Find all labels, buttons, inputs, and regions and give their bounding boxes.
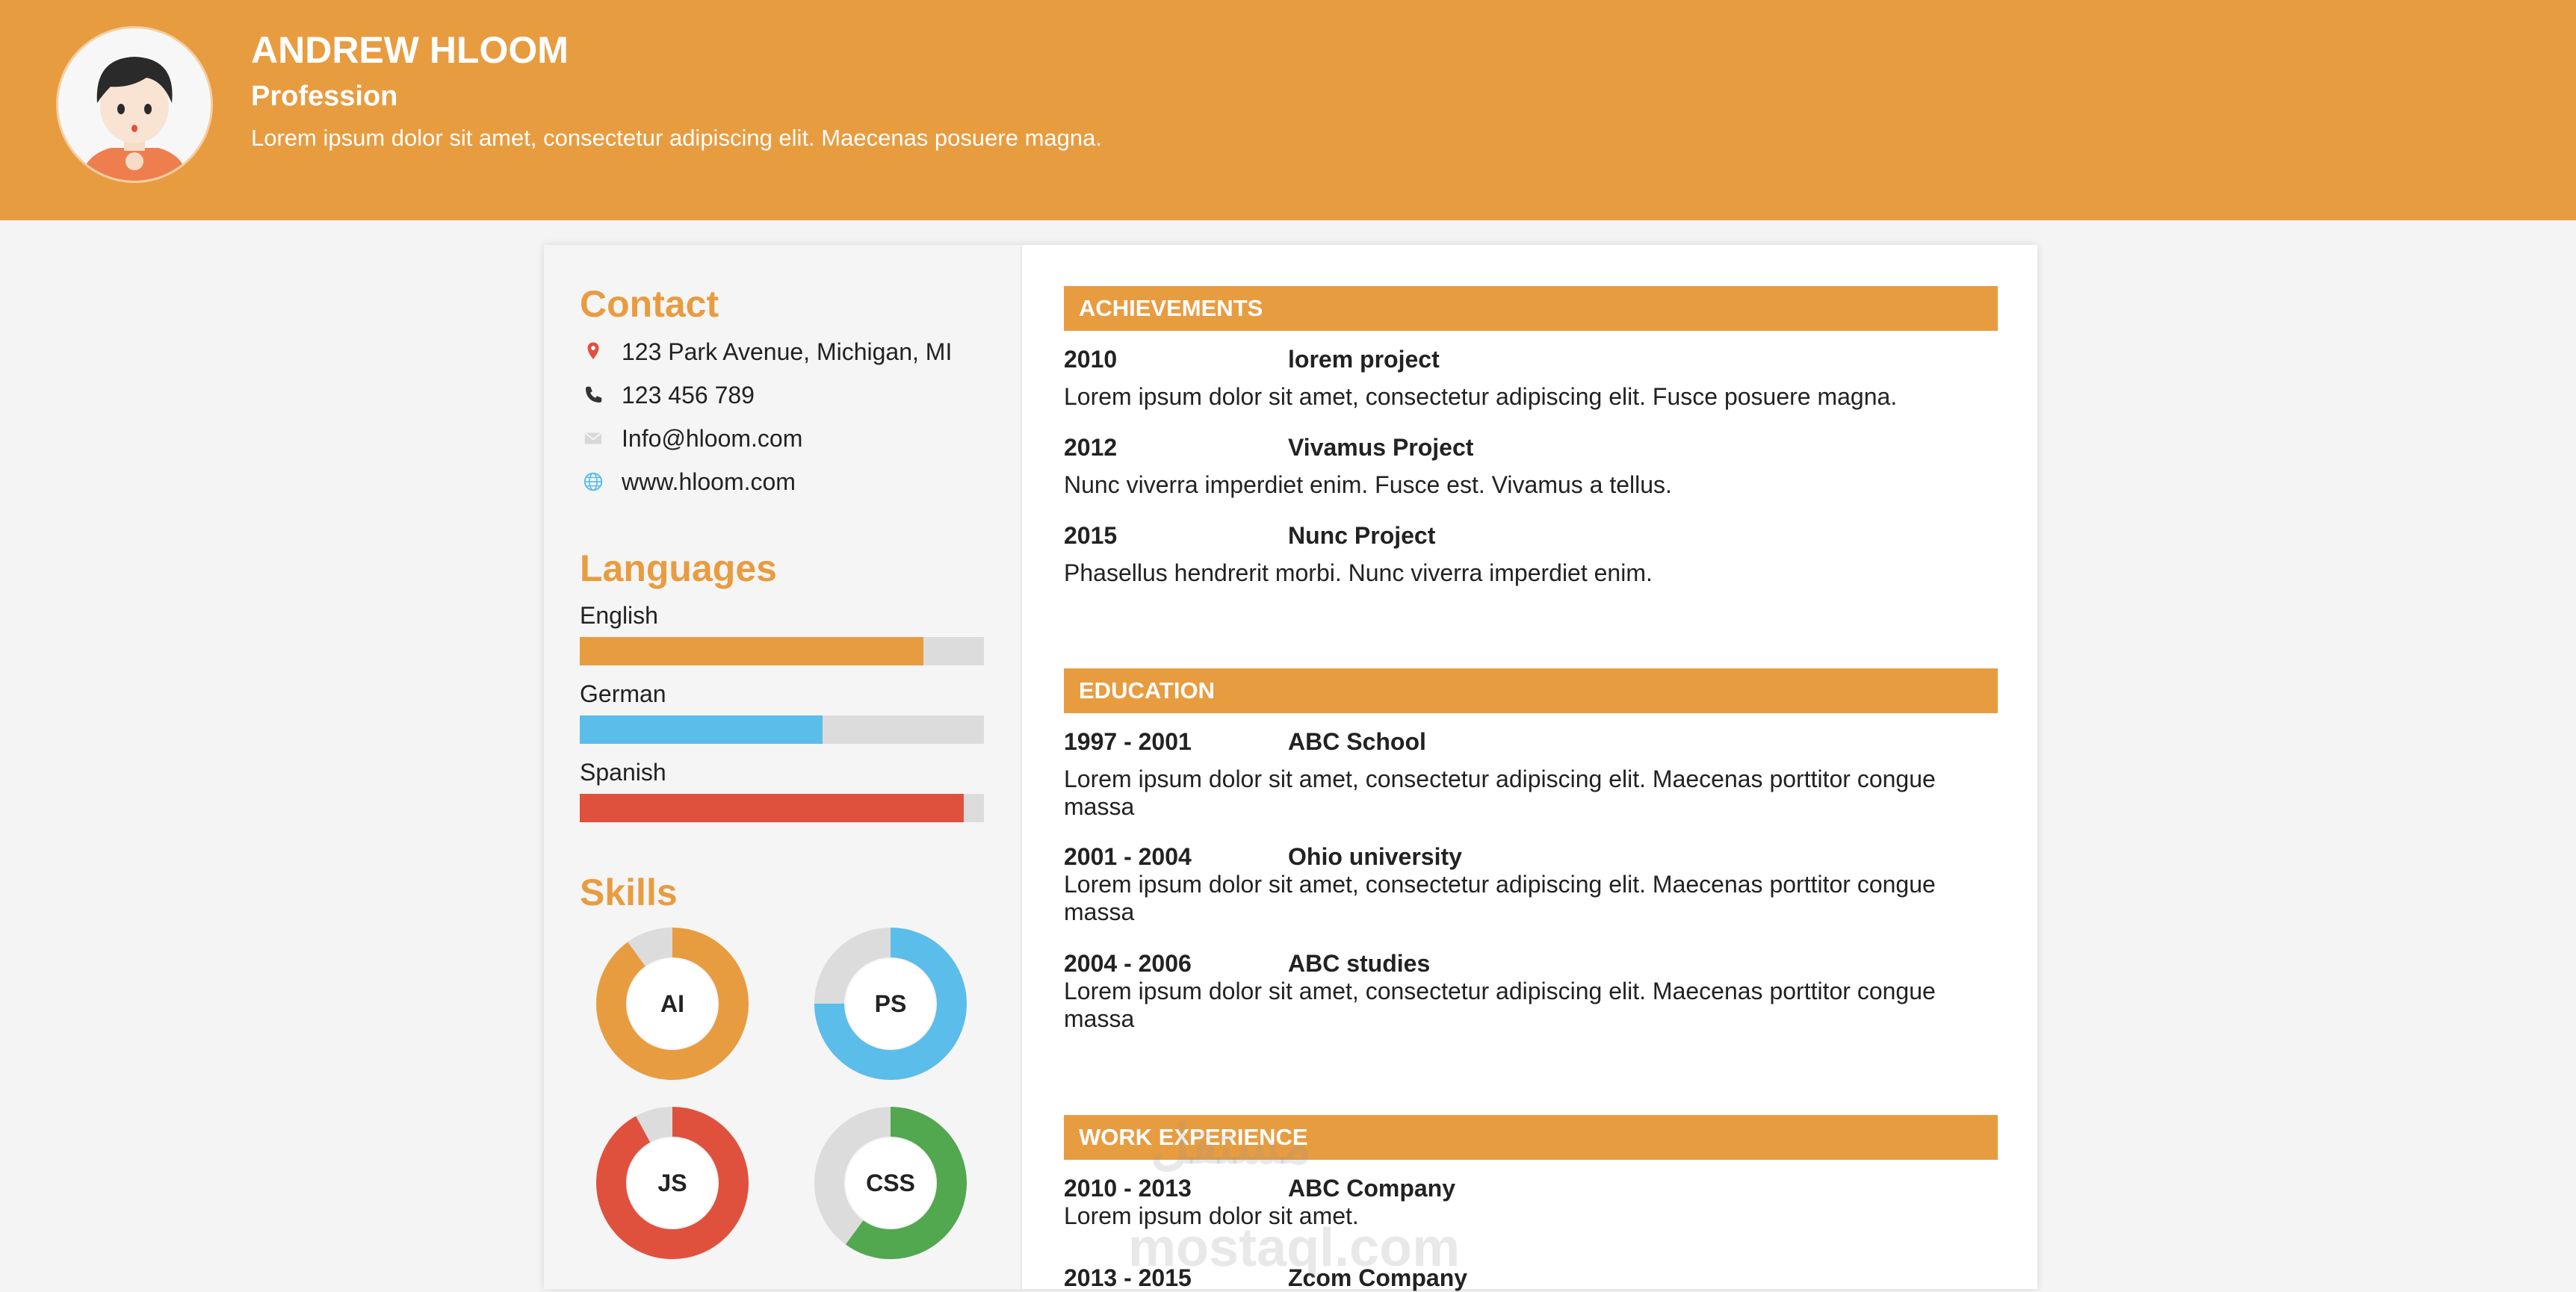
languages-heading: Languages bbox=[580, 547, 777, 589]
entry-year: 2010 - 2013 bbox=[1064, 1175, 1192, 1202]
entry-year: 2010 bbox=[1064, 346, 1118, 373]
contact-email-text[interactable]: Info@hloom.com bbox=[622, 424, 803, 452]
contact-heading: Contact bbox=[580, 283, 719, 325]
entry-title: Nunc Project bbox=[1288, 522, 1436, 549]
skill-label-js: JS bbox=[657, 1169, 687, 1196]
language-bar-fill bbox=[580, 715, 823, 744]
resume-card: Contact 123 Park Avenue, Michigan, MI 12… bbox=[544, 245, 2037, 1291]
entry-year: 2013 - 2015 bbox=[1064, 1264, 1192, 1291]
entry-year: 2012 bbox=[1064, 434, 1118, 461]
entry-title: Vivamus Project bbox=[1288, 434, 1474, 461]
achievements-heading: ACHIEVEMENTS bbox=[1064, 286, 1998, 331]
mail-icon bbox=[580, 425, 607, 452]
skill-center bbox=[628, 959, 717, 1049]
language-label-german: German bbox=[580, 680, 666, 707]
entry-description: Phasellus hendrerit morbi. Nunc viverra … bbox=[1064, 559, 1653, 586]
entry-description: Lorem ipsum dolor sit amet. bbox=[1064, 1202, 1359, 1229]
skills-heading: Skills bbox=[580, 872, 678, 913]
language-bar-fill bbox=[580, 794, 964, 822]
skill-donut-js: JS bbox=[596, 1107, 749, 1259]
skill-level-arc bbox=[596, 1107, 749, 1259]
skill-donut-ps: PS bbox=[814, 928, 967, 1080]
entry-title: Zcom Company bbox=[1288, 1264, 1468, 1291]
entry-title: ABC School bbox=[1288, 728, 1426, 755]
contact-email: Info@hloom.com bbox=[580, 423, 802, 453]
entry-title: ABC studies bbox=[1288, 950, 1431, 977]
resume-header: ANDREW HLOOM Profession Lorem ipsum dolo… bbox=[0, 0, 2576, 220]
language-label-english: English bbox=[580, 602, 658, 629]
education-heading: EDUCATION bbox=[1064, 668, 1998, 713]
entry-title: lorem project bbox=[1288, 346, 1440, 373]
work-experience-heading: WORK EXPERIENCE bbox=[1064, 1115, 1998, 1160]
language-label-spanish: Spanish bbox=[580, 759, 666, 786]
skill-label-ai: AI bbox=[660, 990, 684, 1017]
entry-description: Nunc viverra imperdiet enim. Fusce est. … bbox=[1064, 471, 1672, 498]
summary: Lorem ipsum dolor sit amet, consectetur … bbox=[251, 125, 1102, 151]
skill-level-arc bbox=[596, 928, 749, 1080]
skill-center bbox=[628, 1138, 717, 1228]
skill-label-ps: PS bbox=[874, 990, 907, 1017]
language-bar-spanish bbox=[580, 794, 984, 822]
entry-title: ABC Company bbox=[1288, 1175, 1456, 1202]
contact-website: www.hloom.com bbox=[580, 467, 796, 497]
contact-address: 123 Park Avenue, Michigan, MI bbox=[580, 337, 952, 367]
profession: Profession bbox=[251, 81, 398, 112]
avatar-illustration bbox=[58, 28, 211, 181]
contact-address-text: 123 Park Avenue, Michigan, MI bbox=[622, 338, 953, 365]
avatar bbox=[58, 28, 211, 181]
entry-description: Lorem ipsum dolor sit amet, consectetur … bbox=[1064, 871, 1936, 925]
entry-year: 2004 - 2006 bbox=[1064, 950, 1192, 977]
skill-level-arc bbox=[814, 1107, 967, 1259]
contact-phone-text: 123 456 789 bbox=[622, 381, 755, 409]
skill-label-css: CSS bbox=[866, 1169, 915, 1196]
sidebar: Contact 123 Park Avenue, Michigan, MI 12… bbox=[544, 245, 1022, 1289]
entry-year: 1997 - 2001 bbox=[1064, 728, 1192, 755]
phone-icon bbox=[580, 382, 607, 409]
entry-year: 2015 bbox=[1064, 522, 1118, 549]
skill-donut-ai: AI bbox=[596, 928, 749, 1080]
skill-center bbox=[846, 959, 935, 1049]
skill-level-arc bbox=[814, 928, 967, 1080]
globe-icon bbox=[580, 468, 607, 495]
skill-center bbox=[846, 1138, 935, 1228]
skill-donut-css: CSS bbox=[814, 1107, 967, 1259]
language-bar-german bbox=[580, 715, 984, 744]
entry-title: Ohio university bbox=[1288, 843, 1462, 870]
language-bar-english bbox=[580, 637, 984, 665]
person-name: ANDREW HLOOM bbox=[251, 29, 569, 71]
map-pin-icon bbox=[580, 338, 607, 365]
entry-description: Lorem ipsum dolor sit amet, consectetur … bbox=[1064, 978, 1936, 1032]
entry-year: 2001 - 2004 bbox=[1064, 843, 1192, 870]
contact-website-text[interactable]: www.hloom.com bbox=[622, 468, 796, 495]
entry-description: Lorem ipsum dolor sit amet, consectetur … bbox=[1064, 765, 1936, 820]
language-bar-fill bbox=[580, 637, 923, 665]
entry-description: Lorem ipsum dolor sit amet, consectetur … bbox=[1064, 383, 1898, 410]
contact-phone: 123 456 789 bbox=[580, 380, 755, 410]
